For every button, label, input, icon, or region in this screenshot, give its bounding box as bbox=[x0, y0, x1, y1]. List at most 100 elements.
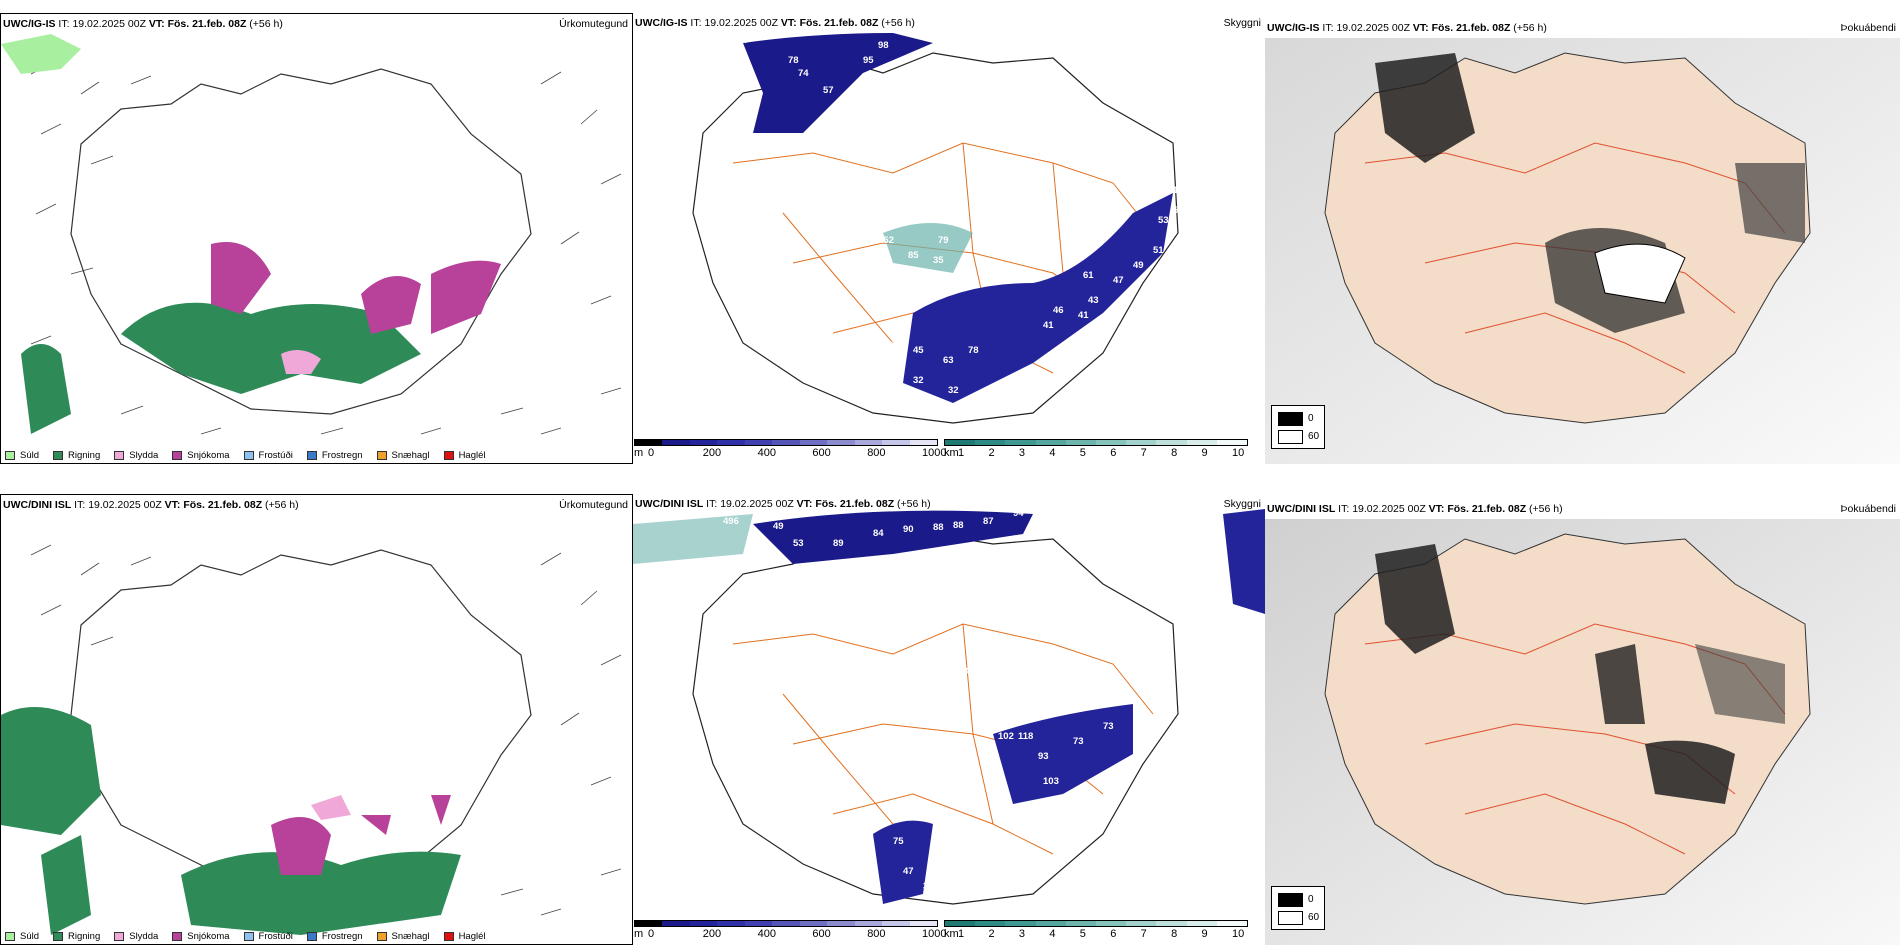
legend-swatch bbox=[5, 451, 15, 460]
cloud-base-value: 73 bbox=[1073, 736, 1084, 747]
cloud-base-value: 206 bbox=[858, 270, 874, 281]
cloud-base-value: 51 bbox=[1153, 245, 1164, 256]
colorbar-step bbox=[975, 440, 1006, 445]
cloud-base-value: 88 bbox=[953, 520, 964, 531]
colorbar-step bbox=[882, 921, 910, 926]
cloud-east-strip bbox=[1223, 509, 1265, 614]
legend-swatch bbox=[376, 451, 387, 460]
colorbar-tick: 1000 bbox=[922, 447, 947, 459]
colorbar-step bbox=[1156, 440, 1187, 445]
colorbar-tick: 800 bbox=[867, 447, 886, 459]
green-rain-west bbox=[1, 707, 101, 835]
colorbar-tick: 8 bbox=[1171, 928, 1178, 940]
colorbar-tick: 600 bbox=[812, 928, 831, 940]
cloud-nw bbox=[743, 33, 933, 133]
cloud-base-value: 58 bbox=[933, 846, 944, 857]
colorbar-tick: 4 bbox=[1049, 447, 1056, 459]
cloud-base-value: 78 bbox=[968, 345, 979, 356]
cloud-base-value: 49 bbox=[773, 521, 784, 532]
legend-swatch bbox=[114, 451, 125, 460]
colorbar-tick: 9 bbox=[1201, 928, 1208, 940]
colorbar-step bbox=[635, 440, 663, 445]
panel-header: UWC/DINI ISL IT: 19.02.2025 00Z VT: Fös.… bbox=[3, 499, 299, 511]
colorbar-unit: km bbox=[944, 928, 959, 940]
cloud-numbers: 197 98 95 78 74 57 92 83 50 252 85 35 206 606 79 185 100… bbox=[733, 35, 1189, 396]
colorbar-tick: 2 bbox=[988, 447, 995, 459]
fog-dark-south bbox=[1645, 740, 1735, 804]
panel-header: UWC/DINI ISL IT: 19.02.2025 00Z VT: Fös.… bbox=[635, 498, 931, 510]
precip-legend: Súld Rigning Slydda Snjókoma Frostúði Fr… bbox=[5, 450, 500, 461]
legend-item: Súld bbox=[5, 450, 39, 461]
colorbar-step bbox=[772, 921, 800, 926]
fog-dark-central bbox=[1595, 644, 1645, 724]
legend-swatch bbox=[53, 932, 64, 941]
colorbar-step bbox=[1216, 921, 1248, 926]
colorbar-step bbox=[1126, 921, 1157, 926]
colorbar-step bbox=[1126, 440, 1157, 445]
legend-swatch bbox=[243, 451, 254, 460]
colorbar-step bbox=[1096, 440, 1127, 445]
cloud-base-value: 35 bbox=[963, 666, 974, 677]
cloud-base-value: 45 bbox=[913, 345, 924, 356]
colorbar-step bbox=[975, 921, 1006, 926]
cloud-base-value: 53 bbox=[1158, 215, 1169, 226]
colorbar-step bbox=[1186, 440, 1217, 445]
colorbar-step bbox=[689, 921, 718, 926]
fog-dark-east bbox=[1695, 644, 1785, 724]
cloud-base-value: 65 bbox=[1048, 796, 1059, 807]
legend-swatch bbox=[306, 932, 317, 941]
cloud-base-value: 89 bbox=[833, 538, 844, 549]
cloud-base-value: 47 bbox=[1113, 275, 1124, 286]
colorbar-tick: 9 bbox=[1201, 447, 1208, 459]
colorbar-step bbox=[909, 921, 937, 926]
iceland-outline bbox=[70, 68, 532, 415]
colorbar-step bbox=[717, 440, 745, 445]
cloud-base-value: 88 bbox=[933, 522, 944, 533]
legend-swatch bbox=[5, 932, 15, 941]
fog-legend: 0 60 bbox=[1271, 886, 1325, 930]
colorbar-step bbox=[799, 921, 828, 926]
legend-swatch bbox=[243, 932, 254, 941]
colorbar-tick: 8 bbox=[1171, 447, 1178, 459]
fog-index-panel-row1: UWC/IG-IS IT: 19.02.2025 00Z VT: Fös. 21… bbox=[1265, 13, 1900, 464]
fog-legend-swatch-dark bbox=[1278, 412, 1303, 426]
cloud-base-value: 53 bbox=[793, 538, 804, 549]
colorbar-tick: 0 bbox=[648, 928, 655, 940]
cloud-base-value: 61 bbox=[1083, 270, 1094, 281]
panel-header: UWC/IG-IS IT: 19.02.2025 00Z VT: Fös. 21… bbox=[3, 18, 283, 30]
colorbar-step bbox=[772, 440, 800, 445]
cloud-base-value: 32 bbox=[948, 385, 959, 396]
snow-region bbox=[211, 242, 501, 334]
legend-item: Snæhagl bbox=[376, 931, 430, 942]
cloud-south bbox=[873, 704, 1133, 904]
colorbar-tick: 10 bbox=[1232, 447, 1245, 459]
cloud-visibility-panel-row2: UWC/DINI ISL IT: 19.02.2025 00Z VT: Fös.… bbox=[633, 494, 1265, 945]
colorbar-step bbox=[854, 921, 883, 926]
cloud-map-row2: 496 49 53 89 84 90 88 88 87 94 28 117 35 70 76 77 102 118… bbox=[633, 508, 1265, 905]
legend-swatch bbox=[443, 451, 454, 460]
cloud-base-value: 76 bbox=[888, 716, 899, 727]
colorbar-step bbox=[662, 440, 690, 445]
cloud-base-value: 47 bbox=[903, 866, 914, 877]
colorbar-step bbox=[1065, 440, 1097, 445]
colorbar-step bbox=[1186, 921, 1217, 926]
cloud-base-value: 43 bbox=[1088, 295, 1099, 306]
cloud-base-value: 77 bbox=[933, 721, 944, 732]
colorbar-step bbox=[744, 440, 773, 445]
colorbar-unit: m bbox=[634, 447, 644, 459]
colorbar-tick: 5 bbox=[1079, 928, 1086, 940]
precip-type-panel-row1: UWC/IG-IS IT: 19.02.2025 00Z VT: Fös. 21… bbox=[0, 13, 633, 464]
cloud-base-value: 49 bbox=[1133, 260, 1144, 271]
cloud-base-value: 103 bbox=[1043, 776, 1059, 787]
colorbar-step bbox=[689, 440, 718, 445]
visibility-colorbar bbox=[944, 920, 1248, 927]
colorbar-tick: 800 bbox=[867, 928, 886, 940]
cloud-base-value: 75 bbox=[893, 836, 904, 847]
colorbar-step bbox=[827, 921, 855, 926]
vis-haze bbox=[883, 223, 973, 273]
colorbar-step bbox=[827, 440, 855, 445]
colorbar-step bbox=[744, 921, 773, 926]
colorbar-tick: 2 bbox=[988, 928, 995, 940]
colorbar-tick: 200 bbox=[702, 447, 722, 459]
colorbar-step bbox=[909, 440, 937, 445]
